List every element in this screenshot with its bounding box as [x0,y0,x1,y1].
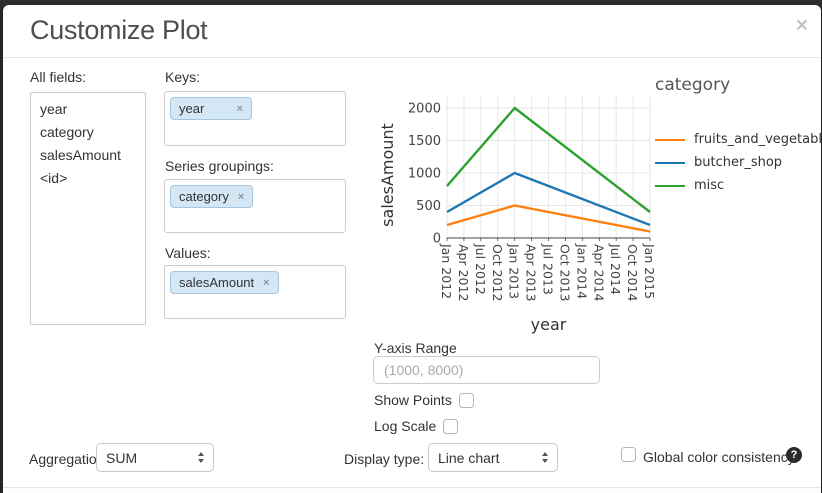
log-scale-row: Log Scale [374,418,459,434]
dialog-header: Customize Plot × [3,5,821,58]
remove-tag-icon[interactable]: × [237,190,245,203]
svg-text:2000: 2000 [408,102,441,117]
close-icon[interactable]: × [795,14,808,37]
svg-text:Jan 2013: Jan 2013 [507,243,522,299]
legend-item: butcher_shop [655,151,822,174]
svg-text:500: 500 [416,199,441,214]
svg-text:Jul 2012: Jul 2012 [473,243,488,295]
svg-text:Jul 2014: Jul 2014 [608,243,623,295]
svg-text:Oct 2012: Oct 2012 [490,244,505,301]
legend-title: category [655,75,731,95]
key-tag[interactable]: year × [170,97,252,120]
series-groupings-label: Series groupings: [165,158,274,174]
svg-text:year: year [531,315,567,334]
legend-label: fruits_and_vegetables [694,132,822,147]
keys-label: Keys: [165,69,201,85]
svg-text:salesAmount: salesAmount [378,123,397,227]
keys-tagbox[interactable]: year × [164,91,346,146]
legend-item: misc [655,174,822,197]
legend-swatch-line [655,184,685,187]
legend-swatch-line [655,138,685,141]
show-points-label: Show Points [374,392,452,408]
show-points-row: Show Points [374,392,474,408]
display-type-value: Line chart [438,449,500,466]
display-type-select[interactable]: Line chart [428,443,558,472]
series-groupings-tagbox[interactable]: category × [164,179,346,233]
all-fields-label: All fields: [30,69,87,85]
log-scale-checkbox[interactable] [443,418,459,434]
values-label: Values: [165,245,211,261]
svg-text:Jul 2013: Jul 2013 [541,243,556,295]
customize-plot-dialog: Customize Plot × All fields: year categor… [3,5,822,493]
values-tag-label: salesAmount [179,275,255,290]
svg-text:Oct 2014: Oct 2014 [625,244,640,301]
y-axis-range-input[interactable] [373,356,600,384]
line-chart: 0 500 1000 1500 2000 Jan 2012 Apr 2012 Jul 2012… [378,95,657,334]
stepper-icon [542,452,548,463]
show-points-checkbox[interactable] [458,392,474,408]
aggregation-select[interactable]: SUM [96,443,214,472]
dialog-title: Customize Plot [30,15,208,45]
aggregation-label: Aggregation: [29,451,109,467]
stepper-icon [198,452,204,463]
svg-text:Apr 2013: Apr 2013 [524,244,539,301]
field-list-item[interactable]: <id> [40,170,68,186]
display-type-label: Display type: [344,451,425,467]
field-list-item[interactable]: category [40,124,94,140]
values-tag[interactable]: salesAmount × [170,271,279,294]
help-icon[interactable]: ? [786,447,802,463]
remove-tag-icon[interactable]: × [263,276,270,289]
log-scale-label: Log Scale [374,418,437,434]
svg-text:Jan 2014: Jan 2014 [574,243,589,299]
legend-item: fruits_and_vegetables [655,128,822,151]
svg-text:Jan 2012: Jan 2012 [439,243,454,299]
legend-label: butcher_shop [694,155,783,170]
global-color-label: Global color consistency [643,449,795,465]
values-tagbox[interactable]: salesAmount × [164,265,346,319]
legend-label: misc [694,178,725,193]
global-color-checkbox[interactable] [621,447,636,462]
field-list-item[interactable]: salesAmount [40,147,121,163]
svg-text:0: 0 [433,232,441,247]
aggregation-value: SUM [106,449,138,466]
field-list-item[interactable]: year [40,101,68,117]
svg-text:Apr 2014: Apr 2014 [591,244,606,301]
all-fields-listbox[interactable]: year category salesAmount <id> [30,92,146,325]
series-tag[interactable]: category × [170,185,254,208]
svg-text:Apr 2012: Apr 2012 [456,244,471,301]
dialog-footer [3,487,821,493]
global-color-checkbox-wrap [621,447,636,467]
y-axis-range-label: Y-axis Range [374,340,457,356]
key-tag-label: year [179,101,205,116]
legend-swatch-line [655,161,685,164]
chart-legend: category fruits_and_vegetables butcher_sh… [655,75,822,197]
remove-tag-icon[interactable]: × [236,102,243,115]
svg-text:Jan 2015: Jan 2015 [642,243,657,299]
svg-text:1000: 1000 [408,167,441,182]
svg-text:1500: 1500 [408,134,441,149]
svg-text:Oct 2013: Oct 2013 [557,244,572,301]
series-tag-label: category [179,189,229,204]
